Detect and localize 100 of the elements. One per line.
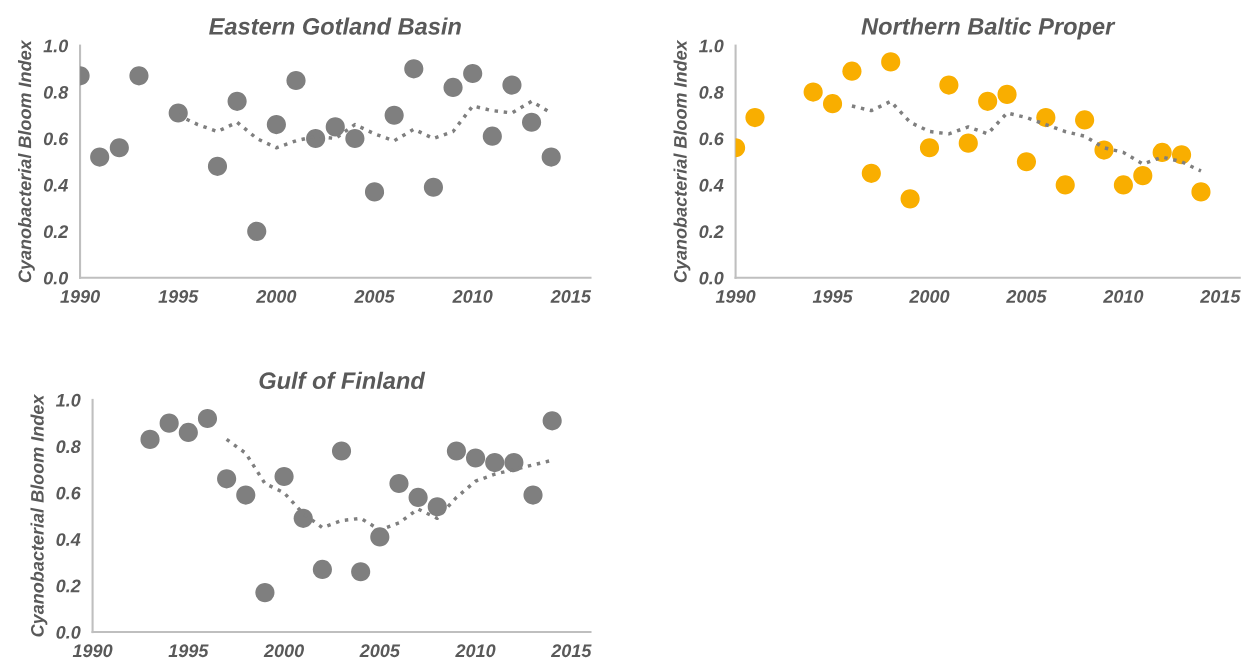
- x-tick-label: 1995: [168, 644, 209, 658]
- y-tick-label: 0.4: [699, 178, 724, 192]
- point: [207, 156, 228, 176]
- point: [1113, 175, 1133, 195]
- y-tick-label: 0.0: [699, 271, 724, 285]
- point: [1036, 108, 1056, 128]
- point: [482, 126, 502, 146]
- point: [140, 429, 160, 449]
- point: [502, 75, 522, 95]
- point: [541, 147, 561, 167]
- point: [1016, 152, 1037, 172]
- y-tick-label: 0.0: [43, 271, 69, 285]
- x-tick-label: 2000: [909, 290, 950, 303]
- point: [129, 66, 149, 86]
- point: [274, 466, 294, 487]
- y-tick-label: 1.0: [55, 393, 81, 407]
- x-tick-label: 1995: [812, 290, 853, 303]
- y-axis-title: Cyanobacterial Bloom Index: [673, 39, 691, 283]
- point: [822, 94, 843, 114]
- point: [427, 497, 447, 517]
- point: [351, 562, 371, 582]
- y-tick-label: 0.4: [43, 178, 68, 192]
- point: [293, 508, 313, 528]
- point: [255, 583, 275, 603]
- x-tick-label: 1990: [715, 290, 756, 303]
- point: [109, 138, 129, 158]
- point: [217, 469, 237, 489]
- point: [1075, 110, 1095, 130]
- point: [1191, 182, 1211, 202]
- point: [404, 59, 424, 79]
- y-tick-label: 0.2: [56, 579, 81, 593]
- chart-title: Eastern Gotland Basin: [209, 17, 461, 35]
- point: [919, 138, 940, 158]
- y-tick-label: 0.8: [43, 86, 69, 99]
- point: [523, 485, 543, 505]
- point: [958, 133, 978, 153]
- point: [266, 114, 286, 135]
- point: [522, 112, 542, 132]
- point: [463, 63, 483, 84]
- y-tick-label: 0.6: [699, 132, 724, 146]
- chart-title: Gulf of Finland: [259, 371, 426, 390]
- x-tick-label: 1995: [158, 290, 199, 303]
- point: [446, 441, 466, 461]
- point: [227, 91, 247, 111]
- point: [90, 147, 110, 167]
- point: [745, 108, 765, 128]
- point: [331, 441, 352, 461]
- point: [197, 408, 218, 429]
- x-tick-label: 2010: [452, 290, 493, 303]
- point: [168, 103, 188, 123]
- y-tick-label: 0.2: [43, 225, 69, 239]
- x-tick-label: 2010: [1103, 290, 1144, 303]
- point: [1172, 145, 1192, 165]
- point: [1152, 142, 1172, 162]
- point: [364, 182, 385, 202]
- y-tick-label: 0.0: [56, 626, 81, 639]
- point: [345, 128, 365, 149]
- x-tick-label: 2000: [256, 290, 297, 303]
- point: [236, 485, 256, 505]
- chart-title: Northern Baltic Proper: [861, 17, 1116, 40]
- x-tick-label: 1990: [72, 644, 113, 658]
- x-tick-label: 2005: [354, 290, 395, 303]
- x-tick-label: 2005: [359, 644, 401, 658]
- x-tick-label: 2000: [263, 644, 304, 658]
- point: [842, 61, 862, 81]
- x-tick-label: 2015: [550, 290, 592, 303]
- point: [178, 422, 198, 442]
- point: [900, 189, 920, 209]
- point: [466, 448, 486, 468]
- point: [247, 221, 267, 241]
- point: [370, 527, 390, 547]
- point: [485, 453, 505, 473]
- point: [306, 128, 326, 149]
- y-axis-title: Cyanobacterial Bloom Index: [18, 39, 35, 283]
- y-tick-label: 0.6: [43, 132, 69, 146]
- y-tick-label: 1.0: [698, 39, 724, 53]
- y-tick-label: 1.0: [43, 39, 69, 53]
- y-axis-title: Cyanobacterial Bloom Index: [30, 393, 48, 637]
- y-tick-label: 0.4: [56, 533, 81, 546]
- point: [384, 105, 404, 125]
- y-tick-label: 0.8: [699, 86, 724, 99]
- point: [286, 70, 306, 91]
- point: [408, 487, 428, 507]
- point: [1055, 175, 1075, 195]
- x-tick-label: 2010: [455, 644, 496, 658]
- point: [542, 411, 562, 431]
- x-tick-label: 2015: [1199, 290, 1241, 303]
- point: [504, 453, 524, 473]
- x-tick-label: 2015: [550, 644, 592, 658]
- point: [997, 84, 1017, 104]
- point: [1133, 166, 1153, 186]
- y-tick-label: 0.6: [56, 486, 81, 500]
- y-tick-label: 0.2: [699, 225, 724, 239]
- point: [939, 75, 959, 95]
- point: [423, 177, 443, 197]
- point: [443, 77, 463, 97]
- point: [881, 52, 901, 72]
- x-tick-label: 2005: [1006, 290, 1047, 303]
- point: [803, 82, 823, 102]
- point: [159, 413, 179, 433]
